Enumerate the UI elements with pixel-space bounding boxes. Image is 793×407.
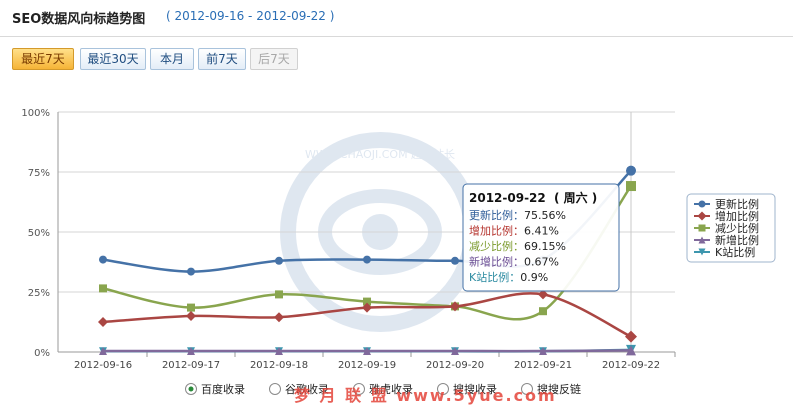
legend-label[interactable]: 增加比例: [715, 209, 759, 223]
filter-option[interactable]: 谷歌收录: [269, 382, 330, 396]
y-tick-label: 0%: [34, 348, 50, 359]
data-point[interactable]: [450, 301, 460, 312]
data-point[interactable]: [451, 256, 459, 265]
data-point[interactable]: [275, 290, 283, 299]
page-title: SEO数据风向标趋势图: [12, 12, 146, 27]
legend-label[interactable]: 新增比例: [715, 233, 759, 247]
legend-marker: [697, 211, 707, 221]
legend-marker: [698, 224, 706, 232]
filter-label[interactable]: 雅虎收录: [369, 382, 413, 396]
data-point[interactable]: [98, 317, 108, 327]
x-tick-label: 2012-09-16: [74, 360, 132, 371]
radio-button[interactable]: [353, 383, 365, 395]
data-point[interactable]: [626, 181, 636, 192]
data-point[interactable]: [99, 347, 107, 356]
tooltip-row: K站比例：0.9%: [469, 270, 548, 284]
data-point[interactable]: [274, 312, 284, 323]
data-point[interactable]: [363, 347, 371, 356]
filter-label[interactable]: 百度收录: [201, 382, 245, 396]
data-point[interactable]: [539, 307, 547, 316]
y-tick-label: 75%: [28, 168, 50, 179]
next-7-days-button: 后7天: [250, 48, 298, 70]
x-tick-label: 2012-09-21: [514, 360, 572, 371]
filter-label[interactable]: 谷歌收录: [285, 382, 329, 396]
y-tick-label: 25%: [28, 288, 50, 299]
svg-text:2012-09-22 ( 周六 ): 2012-09-22 ( 周六 ): [469, 190, 597, 205]
footer-logo: 梦 月 联 盟 www.5yue.com: [294, 386, 557, 405]
data-point[interactable]: [362, 302, 372, 313]
data-point[interactable]: [99, 284, 107, 293]
tooltip-row: 增加比例：6.41%: [469, 224, 559, 238]
data-point[interactable]: [363, 255, 371, 264]
tooltip-row: 减少比例：69.15%: [469, 239, 566, 253]
data-point[interactable]: [275, 347, 283, 356]
data-point[interactable]: [186, 311, 196, 321]
filter-label[interactable]: 搜搜反链: [537, 382, 581, 396]
last-30-days-button[interactable]: 最近30天: [80, 48, 146, 70]
tooltip-weekday: ( 周六 ): [554, 190, 597, 205]
y-axis-ticks: 0% 25% 50% 75% 100%: [21, 108, 50, 359]
radio-button[interactable]: [269, 383, 281, 395]
radio-dot: [188, 386, 194, 392]
x-tick-label: 2012-09-20: [426, 360, 484, 371]
x-tick-label: 2012-09-22: [602, 360, 660, 371]
tooltip-date: 2012-09-22: [469, 191, 546, 205]
x-tick-label: 2012-09-17: [162, 360, 220, 371]
data-point[interactable]: [275, 256, 283, 265]
data-point[interactable]: [538, 289, 548, 300]
y-tick-label: 50%: [28, 228, 50, 239]
data-point[interactable]: [451, 347, 459, 356]
data-point[interactable]: [626, 165, 636, 176]
tooltip-row: 新增比例：0.67%: [469, 255, 559, 269]
x-tick-label: 2012-09-19: [338, 360, 396, 371]
x-axis-ticks: 2012-09-16 2012-09-17 2012-09-18 2012-09-19…: [74, 352, 676, 371]
data-point[interactable]: [539, 347, 547, 356]
x-tick-label: 2012-09-18: [250, 360, 308, 371]
data-point[interactable]: [99, 255, 107, 264]
legend-label[interactable]: K站比例: [715, 245, 755, 259]
last-7-days-button[interactable]: 最近7天: [12, 48, 74, 70]
this-month-button[interactable]: 本月: [150, 48, 194, 70]
legend-marker: [698, 236, 706, 244]
legend-label[interactable]: 减少比例: [715, 221, 759, 235]
data-point[interactable]: [626, 345, 636, 356]
radio-button[interactable]: [521, 383, 533, 395]
source-filter-group: 百度收录 谷歌收录 雅虎收录 搜搜收录 搜搜反链: [185, 382, 582, 396]
data-point[interactable]: [187, 267, 195, 276]
tooltip: 2012-09-22 ( 周六 ) 更新比例：75.56% 增加比例：6.41%减…: [462, 183, 620, 292]
data-point[interactable]: [187, 303, 195, 312]
y-tick-label: 100%: [21, 108, 50, 119]
legend-label[interactable]: 更新比例: [715, 197, 759, 211]
legend-marker: [698, 248, 706, 256]
radio-button[interactable]: [437, 383, 449, 395]
date-range: ( 2012-09-16 - 2012-09-22 ): [166, 9, 335, 23]
filter-option[interactable]: 搜搜收录: [437, 382, 498, 396]
previous-7-days-button[interactable]: 前7天: [198, 48, 246, 70]
data-point[interactable]: [625, 330, 637, 343]
filter-option[interactable]: 百度收录: [185, 382, 246, 396]
tooltip-row: 更新比例：75.56%: [469, 208, 566, 222]
filter-label[interactable]: 搜搜收录: [453, 382, 497, 396]
data-point[interactable]: [187, 347, 195, 356]
watermark-text: WWW.CHAOJI.COM 超级站长: [305, 147, 455, 161]
legend-marker: [698, 200, 706, 208]
data-point[interactable]: [363, 297, 371, 306]
filter-option[interactable]: 搜搜反链: [521, 382, 582, 396]
chart-header: SEO数据风向标趋势图 ( 2012-09-16 - 2012-09-22 ): [0, 0, 793, 37]
filter-option[interactable]: 雅虎收录: [353, 382, 414, 396]
